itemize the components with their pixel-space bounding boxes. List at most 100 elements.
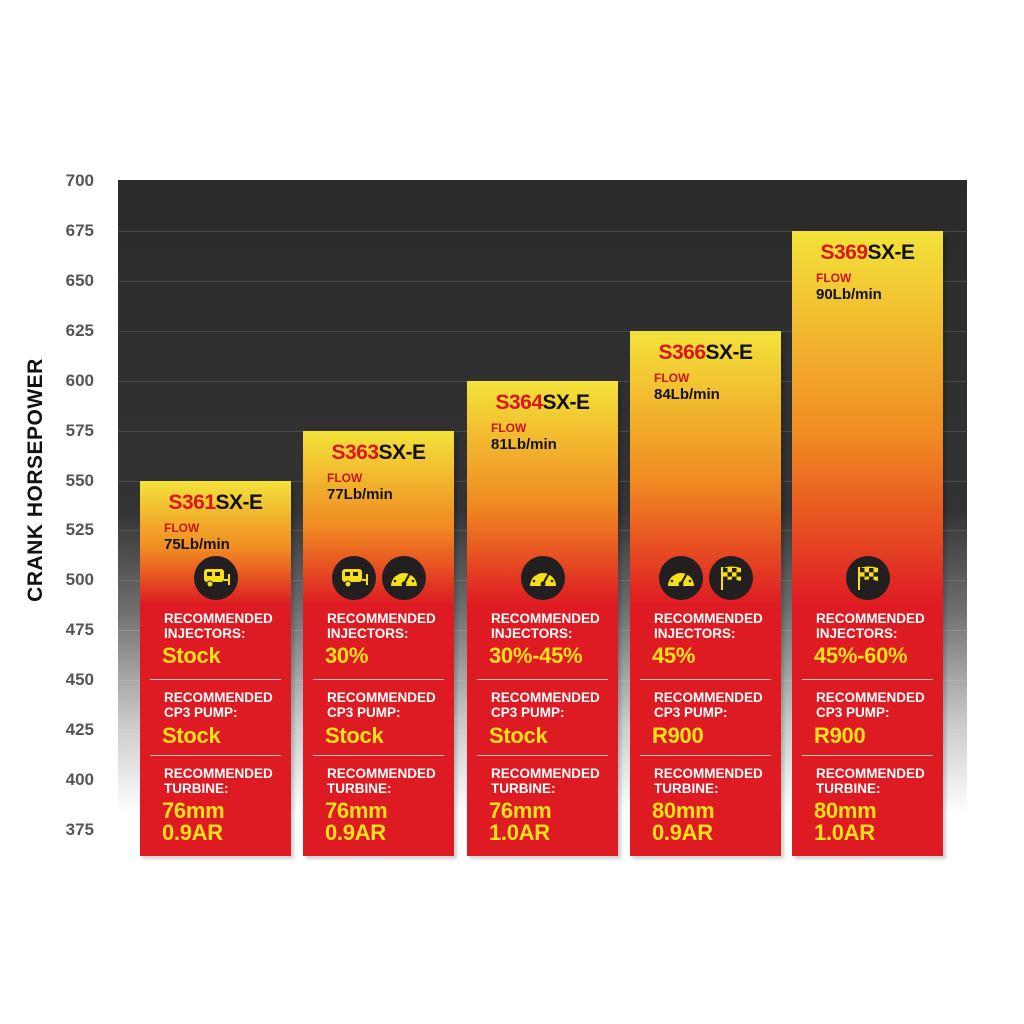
checkered-flag-icon xyxy=(708,555,753,600)
y-tick-label: 625 xyxy=(65,320,94,340)
flow-label: FLOW xyxy=(164,520,200,535)
turbine-size-value: 76mm xyxy=(162,797,225,823)
y-tick-label: 600 xyxy=(65,370,94,390)
turbine-ar-value: 1.0AR xyxy=(814,819,875,845)
model-suffix: SX-E xyxy=(705,340,754,364)
bar-red-section xyxy=(630,604,781,856)
model-name: S369SX-E xyxy=(792,241,943,265)
pump-label: RECOMMENDED CP3 PUMP: xyxy=(491,690,600,720)
flow-label: FLOW xyxy=(816,270,852,285)
injectors-label-line-1: RECOMMENDED xyxy=(164,610,273,626)
y-tick-label: 425 xyxy=(65,720,94,740)
section-divider xyxy=(313,678,444,680)
injectors-value: 30% xyxy=(325,642,369,668)
turbine-ar-value: 0.9AR xyxy=(652,819,713,845)
turbine-size-value: 76mm xyxy=(325,797,388,823)
turbine-label-line-1: RECOMMENDED xyxy=(816,765,925,781)
injectors-label-line-2: INJECTORS: xyxy=(816,625,898,641)
pump-label: RECOMMENDED CP3 PUMP: xyxy=(816,690,925,720)
section-divider xyxy=(802,754,933,756)
usage-icons xyxy=(467,555,618,600)
injectors-label: RECOMMENDED INJECTORS: xyxy=(816,611,925,641)
pump-label-line-1: RECOMMENDED xyxy=(491,689,600,705)
y-tick-label: 650 xyxy=(65,270,94,290)
pump-label-line-2: CP3 PUMP: xyxy=(164,704,238,720)
gauge-icon xyxy=(381,555,426,600)
flow-label: FLOW xyxy=(654,370,690,385)
pump-label-line-2: CP3 PUMP: xyxy=(816,704,890,720)
injectors-value: Stock xyxy=(162,642,221,668)
turbine-label: RECOMMENDED TURBINE: xyxy=(327,766,436,796)
model-prefix: S363 xyxy=(331,440,379,464)
bar: S366SX-E FLOW 84Lb/min RECOMMENDED INJECTORS… xyxy=(630,330,781,856)
injectors-label-line-2: INJECTORS: xyxy=(654,625,736,641)
usage-icons xyxy=(140,555,291,600)
turbine-label-line-2: TURBINE: xyxy=(816,780,881,796)
turbine-label-line-1: RECOMMENDED xyxy=(654,765,763,781)
pump-label: RECOMMENDED CP3 PUMP: xyxy=(654,690,763,720)
pump-value: Stock xyxy=(325,722,384,748)
pump-label-line-1: RECOMMENDED xyxy=(164,689,273,705)
pump-label: RECOMMENDED CP3 PUMP: xyxy=(327,690,436,720)
injectors-label: RECOMMENDED INJECTORS: xyxy=(491,611,600,641)
bar: S363SX-E FLOW 77Lb/min RECOMMENDED INJECTORS… xyxy=(303,430,454,856)
turbine-label: RECOMMENDED TURBINE: xyxy=(816,766,925,796)
model-suffix: SX-E xyxy=(542,390,591,414)
section-divider xyxy=(477,678,608,680)
model-suffix: SX-E xyxy=(867,240,916,264)
injectors-label: RECOMMENDED INJECTORS: xyxy=(327,611,436,641)
y-tick-label: 475 xyxy=(65,620,94,640)
model-prefix: S369 xyxy=(820,240,868,264)
section-divider xyxy=(313,754,444,756)
turbine-ar-value: 0.9AR xyxy=(325,819,386,845)
pump-label-line-1: RECOMMENDED xyxy=(816,689,925,705)
turbine-ar-value: 0.9AR xyxy=(162,819,223,845)
usage-icons xyxy=(630,555,781,600)
bar-red-section xyxy=(303,604,454,856)
pump-label-line-1: RECOMMENDED xyxy=(654,689,763,705)
turbine-ar-value: 1.0AR xyxy=(489,819,550,845)
model-prefix: S366 xyxy=(658,340,706,364)
gauge-icon xyxy=(658,555,703,600)
pump-label-line-2: CP3 PUMP: xyxy=(491,704,565,720)
pump-value: Stock xyxy=(489,722,548,748)
y-tick-label: 500 xyxy=(65,570,94,590)
bar: S369SX-E FLOW 90Lb/min RECOMMENDED INJECTORS… xyxy=(792,230,943,856)
model-prefix: S361 xyxy=(168,490,216,514)
y-tick-label: 675 xyxy=(65,220,94,240)
gridline xyxy=(118,280,967,282)
bar-gradient xyxy=(792,230,943,605)
y-tick-label: 375 xyxy=(65,820,94,840)
section-divider xyxy=(150,754,281,756)
turbine-label-line-2: TURBINE: xyxy=(654,780,719,796)
flow-value: 84Lb/min xyxy=(654,385,720,403)
bar-red-section xyxy=(140,604,291,856)
gridline xyxy=(118,330,967,332)
injectors-label-line-1: RECOMMENDED xyxy=(327,610,436,626)
injectors-label-line-1: RECOMMENDED xyxy=(816,610,925,626)
section-divider xyxy=(640,678,771,680)
y-tick-label: 575 xyxy=(65,420,94,440)
bar-red-section xyxy=(467,604,618,856)
pump-label: RECOMMENDED CP3 PUMP: xyxy=(164,690,273,720)
model-name: S366SX-E xyxy=(630,341,781,365)
turbine-label-line-2: TURBINE: xyxy=(327,780,392,796)
usage-icons xyxy=(792,555,943,600)
flow-value: 77Lb/min xyxy=(327,485,393,503)
bar-red-section xyxy=(792,604,943,856)
pump-label-line-2: CP3 PUMP: xyxy=(327,704,401,720)
turbine-label-line-1: RECOMMENDED xyxy=(164,765,273,781)
flow-value: 81Lb/min xyxy=(491,435,557,453)
injectors-label-line-2: INJECTORS: xyxy=(491,625,573,641)
bar-gradient xyxy=(630,330,781,605)
y-tick-label: 450 xyxy=(65,670,94,690)
bar-gradient xyxy=(303,430,454,605)
bar: S364SX-E FLOW 81Lb/min RECOMMENDED INJECTORS… xyxy=(467,380,618,856)
section-divider xyxy=(477,754,608,756)
flow-value: 90Lb/min xyxy=(816,285,882,303)
turbine-label-line-1: RECOMMENDED xyxy=(491,765,600,781)
model-prefix: S364 xyxy=(495,390,543,414)
turbine-label: RECOMMENDED TURBINE: xyxy=(491,766,600,796)
y-tick-label: 550 xyxy=(65,470,94,490)
